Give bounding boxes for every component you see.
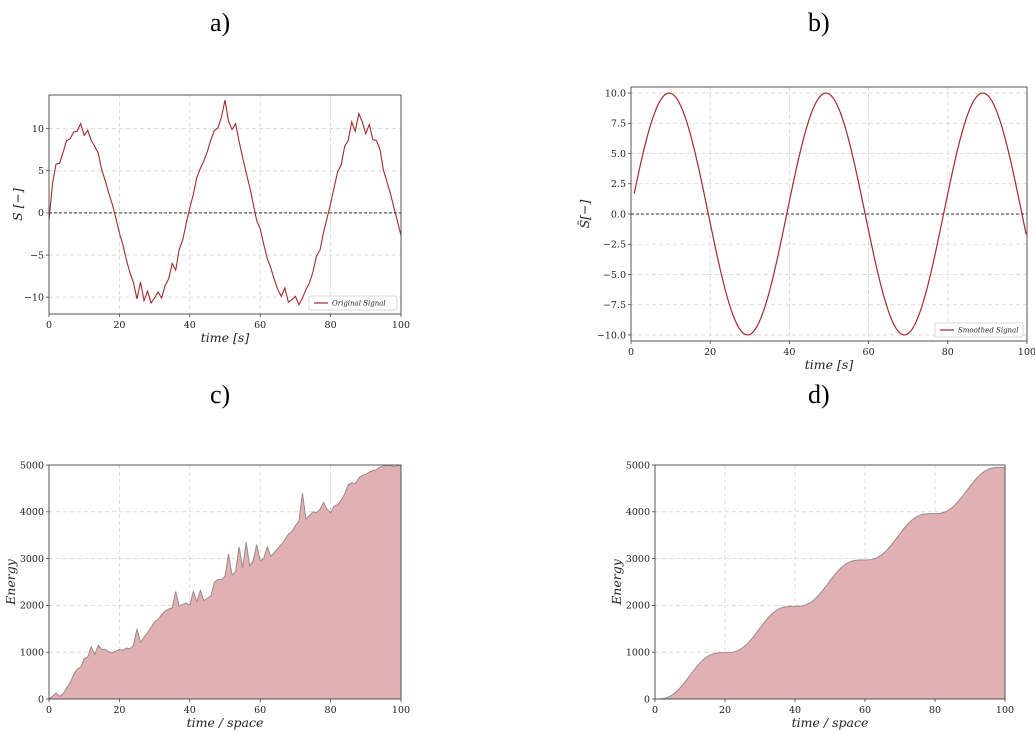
d-x-axis-label: time / space — [792, 715, 869, 730]
d-xtick-label-3: 60 — [859, 705, 871, 716]
b-ytick-label-7: 7.5 — [611, 119, 626, 130]
b-plot-frame — [630, 86, 1028, 342]
b-ytick-label-3: −2.5 — [603, 240, 626, 251]
d-ytick-label-3: 3000 — [626, 554, 650, 565]
a-ytick-label-2: 0 — [38, 208, 44, 219]
c-xtick-label-0: 0 — [46, 705, 52, 716]
a-ytick-label-3: 5 — [38, 166, 44, 177]
d-ytick-label-2: 2000 — [626, 601, 650, 612]
a-legend-label: Original Signal — [332, 300, 386, 308]
b-ytick-label-8: 10.0 — [605, 88, 626, 99]
b-xtick-label-3: 60 — [863, 347, 875, 358]
a-legend-box — [308, 295, 398, 311]
d-ytick-label-5: 5000 — [626, 460, 650, 471]
b-xtick-label-0: 0 — [628, 347, 634, 358]
d-y-axis-label: Energy — [609, 558, 624, 606]
c-area-edge — [48, 464, 402, 700]
b-ytick-label-5: 2.5 — [611, 179, 626, 190]
b-ytick-label-2: −5.0 — [603, 270, 626, 281]
d-xtick-label-1: 20 — [719, 705, 731, 716]
c-ytick-label-2: 2000 — [20, 601, 44, 612]
d-ytick-label-0: 0 — [644, 694, 650, 705]
d-xtick-label-4: 80 — [929, 705, 941, 716]
b-ytick-label-6: 5.0 — [611, 149, 626, 160]
d-xtick-label-5: 100 — [996, 705, 1014, 716]
c-xtick-label-5: 100 — [392, 705, 410, 716]
a-series-original-signal — [48, 99, 402, 307]
d-ytick-label-4: 4000 — [626, 507, 650, 518]
c-ytick-label-1: 1000 — [20, 648, 44, 659]
d-area-edge — [655, 466, 1006, 700]
a-xtick-label-2: 40 — [184, 320, 196, 331]
b-ytick-label-0: −10.0 — [597, 330, 626, 341]
b-xtick-label-5: 100 — [1018, 347, 1035, 358]
c-ytick-label-0: 0 — [38, 694, 44, 705]
a-xtick-label-5: 100 — [392, 320, 410, 331]
a-ytick-label-1: −5 — [30, 250, 44, 261]
a-xtick-label-4: 80 — [325, 320, 337, 331]
c-x-axis-label: time / space — [187, 715, 264, 730]
a-ytick-label-0: −10 — [24, 292, 44, 303]
panel-label-d: d) — [808, 380, 830, 409]
d-ytick-label-1: 1000 — [626, 648, 650, 659]
c-area-energy — [49, 465, 401, 699]
a-xtick-label-1: 20 — [113, 320, 125, 331]
b-xtick-label-4: 80 — [942, 347, 954, 358]
c-xtick-label-2: 40 — [184, 705, 196, 716]
a-xtick-label-3: 60 — [254, 320, 266, 331]
d-xtick-label-0: 0 — [652, 705, 658, 716]
b-legend-label: Smoothed Signal — [958, 327, 1018, 335]
b-legend-box — [934, 322, 1024, 338]
a-y-axis-label: S [−] — [10, 188, 25, 221]
b-y-axis-label: S̄[−] — [577, 199, 592, 228]
c-y-axis-label: Energy — [3, 558, 18, 606]
b-x-axis-label: time [s] — [805, 357, 854, 372]
c-ytick-label-3: 3000 — [20, 554, 44, 565]
c-ytick-label-4: 4000 — [20, 507, 44, 518]
c-xtick-label-3: 60 — [254, 705, 266, 716]
a-plot-frame — [48, 94, 402, 315]
c-plot-frame — [48, 464, 402, 700]
panel-label-b: b) — [808, 8, 830, 37]
c-xtick-label-1: 20 — [113, 705, 125, 716]
panel-label-a: a) — [210, 8, 231, 37]
d-xtick-label-2: 40 — [789, 705, 801, 716]
a-x-axis-label: time [s] — [201, 330, 250, 345]
b-series-smoothed-signal — [633, 92, 1027, 336]
b-xtick-label-1: 20 — [704, 347, 716, 358]
b-ytick-label-1: −7.5 — [603, 300, 626, 311]
b-xtick-label-2: 40 — [783, 347, 795, 358]
b-ytick-label-4: 0.0 — [611, 209, 626, 220]
c-xtick-label-4: 80 — [325, 705, 337, 716]
a-xtick-label-0: 0 — [46, 320, 52, 331]
panel-label-c: c) — [210, 380, 231, 409]
d-area-energy — [655, 467, 1005, 699]
a-ytick-label-4: 10 — [32, 124, 44, 135]
c-ytick-label-5: 5000 — [20, 460, 44, 471]
d-plot-frame — [654, 464, 1006, 700]
